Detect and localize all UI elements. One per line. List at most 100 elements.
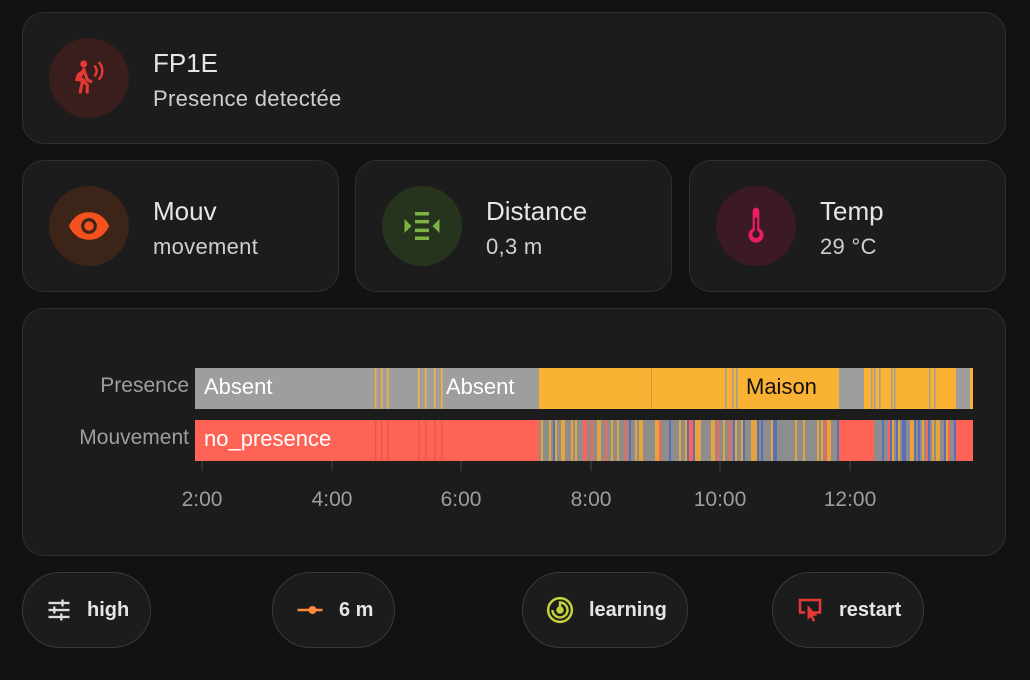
movement-segment[interactable] (793, 420, 795, 461)
movement-segment[interactable] (729, 420, 731, 461)
movement-segment[interactable] (621, 420, 623, 461)
movement-segment[interactable] (950, 420, 952, 461)
movement-segment[interactable] (625, 420, 627, 461)
movement-segment[interactable] (803, 420, 805, 461)
movement-segment[interactable] (795, 420, 797, 461)
movement-segment[interactable] (541, 420, 543, 461)
movement-segment[interactable] (731, 420, 733, 461)
movement-segment[interactable] (866, 420, 868, 461)
movement-segment[interactable] (613, 420, 615, 461)
movement-segment[interactable] (597, 420, 599, 461)
movement-segment[interactable] (922, 420, 924, 461)
movement-segment[interactable] (777, 420, 779, 461)
movement-segment[interactable] (539, 420, 541, 461)
movement-segment[interactable] (914, 420, 916, 461)
sensitivity-chip[interactable]: high (22, 572, 151, 648)
movement-segment[interactable] (583, 420, 585, 461)
movement-segment[interactable] (948, 420, 950, 461)
movement-segment[interactable] (819, 420, 821, 461)
movement-segment[interactable] (545, 420, 547, 461)
movement-segment[interactable] (908, 420, 910, 461)
movement-segment[interactable] (896, 420, 898, 461)
movement-segment[interactable] (675, 420, 677, 461)
movement-segment[interactable] (697, 420, 699, 461)
movement-segment[interactable] (817, 420, 819, 461)
movement-segment[interactable] (643, 420, 645, 461)
movement-flicker[interactable] (375, 420, 377, 461)
movement-segment[interactable] (673, 420, 675, 461)
movement-segment[interactable] (703, 420, 705, 461)
movement-segment[interactable] (651, 420, 653, 461)
movement-segment[interactable] (667, 420, 669, 461)
movement-segment[interactable] (805, 420, 807, 461)
movement-segment[interactable] (741, 420, 743, 461)
movement-segment[interactable] (918, 420, 920, 461)
movement-segment[interactable] (902, 420, 904, 461)
movement-segment[interactable] (910, 420, 912, 461)
restart-chip[interactable]: restart (772, 572, 924, 648)
presence-flicker[interactable] (894, 368, 896, 409)
movement-segment[interactable] (882, 420, 884, 461)
movement-segment[interactable] (767, 420, 769, 461)
movement-segment[interactable] (679, 420, 681, 461)
movement-segment[interactable] (551, 420, 553, 461)
presence-flicker[interactable] (891, 368, 893, 409)
presence-flicker[interactable] (871, 368, 873, 409)
movement-segment[interactable] (555, 420, 557, 461)
movement-segment[interactable] (807, 420, 809, 461)
movement-segment[interactable] (769, 420, 771, 461)
header-card[interactable]: FP1E Presence detectée (22, 12, 1006, 144)
movement-segment[interactable] (779, 420, 781, 461)
movement-segment[interactable] (749, 420, 751, 461)
movement-segment[interactable] (619, 420, 621, 461)
movement-segment[interactable] (833, 420, 835, 461)
movement-segment[interactable] (954, 420, 956, 461)
movement-segment[interactable] (753, 420, 755, 461)
movement-segment[interactable] (791, 420, 793, 461)
movement-segment[interactable] (900, 420, 902, 461)
movement-segment[interactable] (711, 420, 713, 461)
movement-flicker[interactable] (441, 420, 443, 461)
movement-segment[interactable] (946, 420, 948, 461)
movement-segment[interactable] (809, 420, 811, 461)
movement-segment[interactable] (757, 420, 759, 461)
presence-flicker[interactable] (375, 368, 377, 409)
presence-segment-maison[interactable] (539, 368, 839, 409)
movement-segment[interactable] (591, 420, 593, 461)
movement-segment[interactable] (888, 420, 890, 461)
movement-segment[interactable] (884, 420, 886, 461)
presence-flicker[interactable] (879, 368, 881, 409)
movement-segment[interactable] (755, 420, 757, 461)
movement-segment-no-presence[interactable] (956, 420, 973, 461)
movement-segment[interactable] (601, 420, 603, 461)
movement-flicker[interactable] (425, 420, 427, 461)
learning-chip[interactable]: learning (522, 572, 688, 648)
movement-segment[interactable] (785, 420, 787, 461)
movement-segment[interactable] (932, 420, 934, 461)
movement-segment[interactable] (549, 420, 551, 461)
movement-segment[interactable] (669, 420, 671, 461)
movement-segment[interactable] (783, 420, 785, 461)
movement-segment[interactable] (904, 420, 906, 461)
movement-segment[interactable] (936, 420, 938, 461)
movement-segment[interactable] (801, 420, 803, 461)
movement-segment[interactable] (880, 420, 882, 461)
movement-segment[interactable] (719, 420, 721, 461)
movement-segment[interactable] (928, 420, 930, 461)
movement-segment[interactable] (823, 420, 825, 461)
presence-segment-maison[interactable] (864, 368, 956, 409)
movement-segment[interactable] (721, 420, 723, 461)
movement-segment[interactable] (837, 420, 839, 461)
presence-flicker[interactable] (736, 368, 738, 409)
movement-segment[interactable] (585, 420, 587, 461)
movement-segment[interactable] (631, 420, 633, 461)
movement-segment[interactable] (944, 420, 946, 461)
movement-segment[interactable] (713, 420, 715, 461)
movement-segment[interactable] (569, 420, 571, 461)
presence-flicker[interactable] (425, 368, 427, 409)
movement-segment[interactable] (825, 420, 827, 461)
movement-segment[interactable] (693, 420, 695, 461)
movement-flicker[interactable] (381, 420, 383, 461)
movement-segment[interactable] (615, 420, 617, 461)
movement-segment[interactable] (661, 420, 663, 461)
